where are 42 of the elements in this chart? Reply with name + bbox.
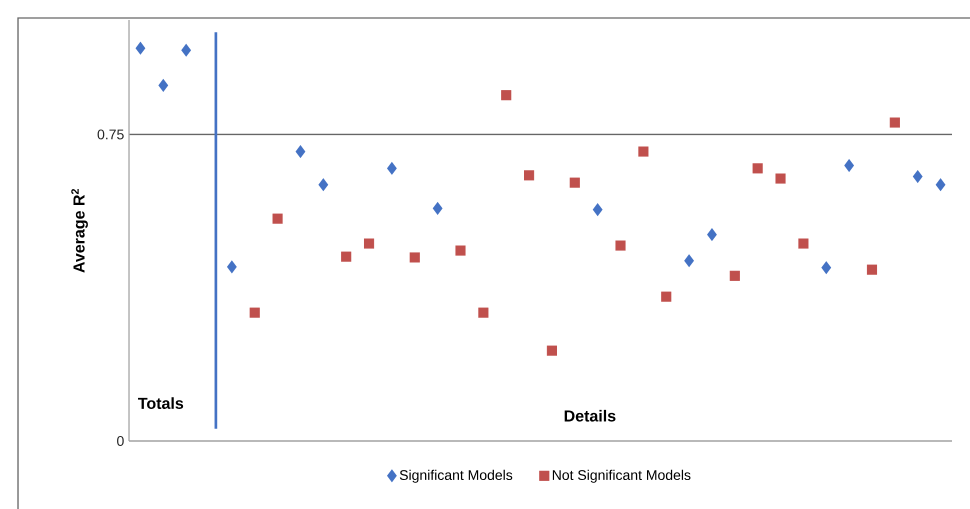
point xyxy=(707,228,717,241)
point xyxy=(912,170,923,183)
point xyxy=(272,214,283,224)
y-tick-label: 0 xyxy=(117,436,124,446)
point xyxy=(844,159,854,172)
point xyxy=(890,118,900,128)
point xyxy=(661,292,672,302)
point xyxy=(296,145,306,158)
point xyxy=(227,260,237,274)
point xyxy=(250,308,260,318)
annotation: Details xyxy=(564,410,616,422)
point xyxy=(387,162,397,175)
point xyxy=(341,252,352,262)
point xyxy=(936,178,946,192)
point xyxy=(181,44,192,57)
point xyxy=(866,264,878,275)
point xyxy=(615,240,626,251)
point xyxy=(730,270,740,281)
point xyxy=(638,146,648,157)
point xyxy=(364,238,374,249)
point xyxy=(158,78,168,92)
text: Average R$^{2}$ xyxy=(71,189,88,273)
point xyxy=(455,245,466,256)
point xyxy=(410,252,420,263)
point xyxy=(775,174,786,184)
point xyxy=(318,178,328,192)
point xyxy=(570,178,580,188)
point xyxy=(136,42,146,55)
point xyxy=(501,90,512,100)
point xyxy=(546,346,557,356)
legend-label: Significant Models xyxy=(400,470,512,483)
point xyxy=(684,254,694,268)
point xyxy=(524,170,534,180)
y-tick-label: 0.75 xyxy=(98,129,124,140)
point xyxy=(798,238,808,249)
point xyxy=(752,163,763,174)
point xyxy=(821,261,832,274)
annotation: Totals xyxy=(138,397,184,409)
point xyxy=(592,203,603,216)
legend-label: Not Significant Models xyxy=(552,470,690,483)
point xyxy=(478,308,488,318)
point xyxy=(432,202,442,215)
